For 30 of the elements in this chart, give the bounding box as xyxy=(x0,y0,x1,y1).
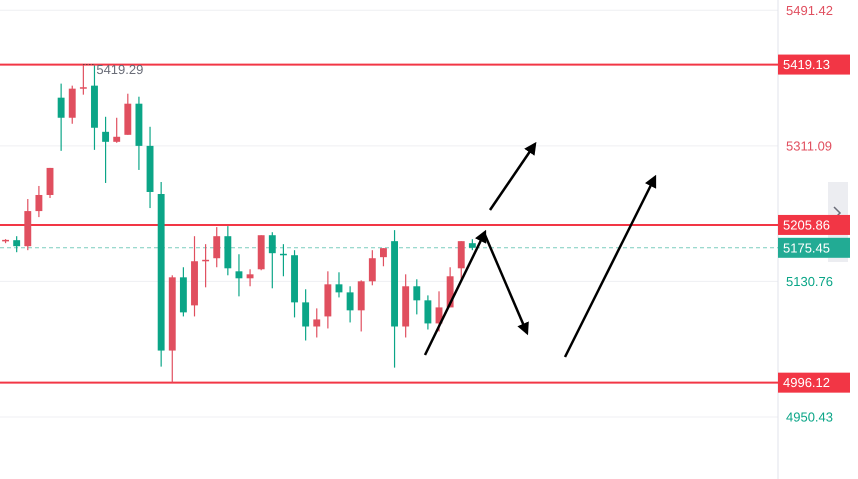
annotation: 5419.29 xyxy=(96,62,144,78)
candlestick xyxy=(102,116,110,184)
y-tick-label: 5491.42 xyxy=(786,2,833,18)
candlestick xyxy=(468,238,476,251)
ref-line-label: 5419.13 xyxy=(783,57,830,72)
candlestick xyxy=(202,244,210,288)
candlestick xyxy=(424,294,432,330)
candlestick xyxy=(280,244,287,277)
candlestick xyxy=(246,268,254,287)
ref-line-label: 5205.86 xyxy=(783,217,830,232)
candlestick xyxy=(80,64,87,96)
candlestick xyxy=(13,236,20,253)
candlestick xyxy=(268,232,276,289)
y-tick-label: 4950.43 xyxy=(786,410,833,425)
candlestick xyxy=(236,254,242,297)
candlestick xyxy=(58,83,65,152)
candlestick xyxy=(213,226,220,268)
ref-line-label: 4996.12 xyxy=(783,375,830,390)
candlestick xyxy=(436,290,442,332)
candlestick xyxy=(413,278,420,315)
candlestick xyxy=(346,286,354,324)
candlestick xyxy=(368,250,376,286)
y-tick-label: 5130.76 xyxy=(786,274,833,289)
candlestick xyxy=(336,272,342,298)
candlestick xyxy=(313,308,320,338)
candlestick xyxy=(380,248,387,267)
y-tick-label: 5311.09 xyxy=(786,138,832,154)
candlestick xyxy=(35,185,42,218)
candlestick xyxy=(113,117,120,144)
ref-line-label: 5175.45 xyxy=(783,240,830,256)
